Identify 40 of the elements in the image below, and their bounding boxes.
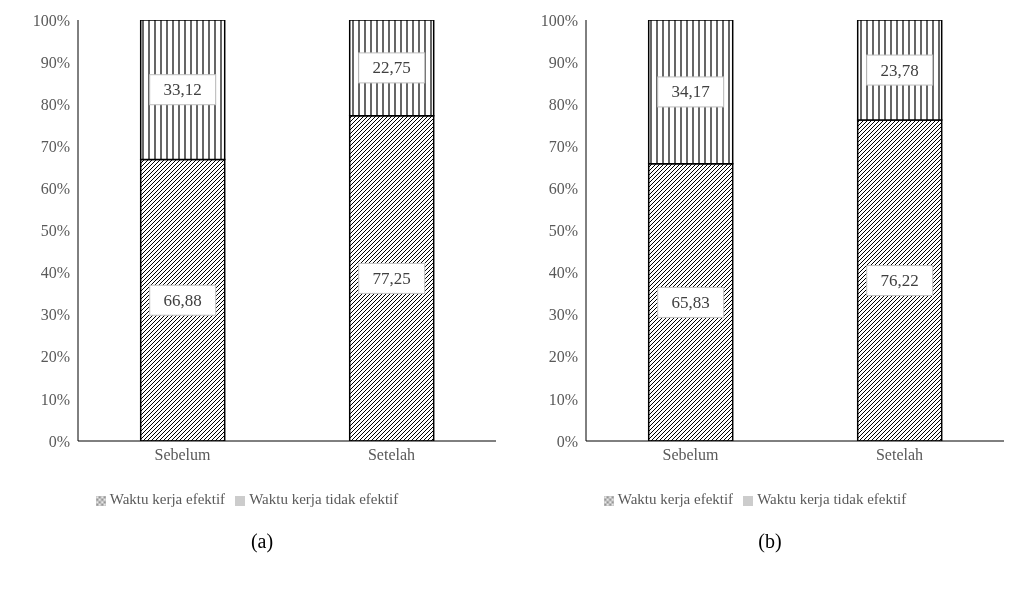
y-tick-label: 80%	[40, 95, 70, 113]
data-label: 65,83	[671, 292, 710, 312]
data-label: 77,25	[372, 268, 411, 288]
text: (b)	[758, 530, 782, 553]
y-tick-label: 30%	[548, 306, 578, 324]
data-label: 34,17	[671, 82, 711, 102]
data-label: 76,22	[880, 271, 919, 291]
y-tick-label: 60%	[40, 180, 70, 198]
x-tick-label: Setelah	[367, 446, 416, 464]
data-label: 33,12	[163, 80, 202, 100]
x-tick-label: Sebelum	[662, 446, 720, 464]
y-tick-label: 70%	[548, 137, 578, 155]
legend-label: Waktu kerja tidak efektif	[249, 491, 399, 507]
y-tick-label: 40%	[40, 264, 70, 282]
y-tick-label: 20%	[40, 348, 70, 366]
legend-label: Waktu kerja efektif	[109, 491, 226, 507]
legend-label: Waktu kerja tidak efektif	[757, 491, 907, 507]
y-tick-label: 20%	[548, 348, 578, 366]
y-tick-label: 100%	[32, 11, 70, 29]
text: (a)	[250, 530, 274, 553]
y-tick-label: 80%	[548, 95, 578, 113]
x-tick-label: Setelah	[875, 446, 924, 464]
y-tick-label: 50%	[548, 222, 578, 240]
legend-label: Waktu kerja efektif	[617, 491, 734, 507]
y-tick-label: 70%	[40, 137, 70, 155]
data-label: 66,88	[163, 290, 202, 310]
y-tick-label: 90%	[40, 53, 70, 71]
data-label: 23,78	[880, 60, 919, 80]
y-tick-label: 40%	[548, 264, 578, 282]
y-tick-label: 10%	[40, 390, 70, 408]
data-label: 22,75	[372, 58, 411, 78]
y-tick-label: 90%	[548, 53, 578, 71]
y-tick-label: 60%	[548, 180, 578, 198]
y-tick-label: 0%	[48, 432, 70, 450]
y-tick-label: 100%	[540, 11, 578, 29]
y-tick-label: 50%	[40, 222, 70, 240]
x-tick-label: Sebelum	[154, 446, 212, 464]
y-tick-label: 0%	[556, 432, 578, 450]
y-tick-label: 30%	[40, 306, 70, 324]
y-tick-label: 10%	[548, 390, 578, 408]
